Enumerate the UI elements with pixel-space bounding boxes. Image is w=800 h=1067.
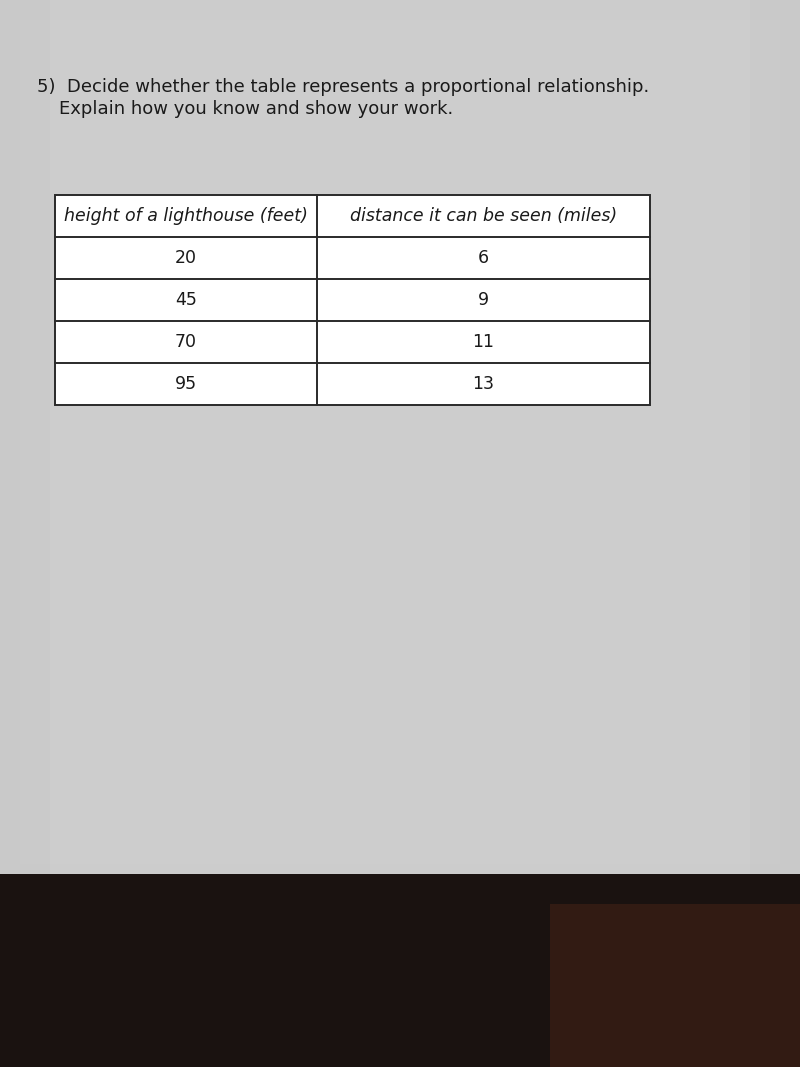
Text: 45: 45: [175, 291, 197, 309]
Text: 13: 13: [472, 375, 494, 393]
Bar: [20, 20, 780, 864]
Text: distance it can be seen (miles): distance it can be seen (miles): [350, 207, 617, 225]
Text: 95: 95: [175, 375, 197, 393]
Text: 9: 9: [478, 291, 489, 309]
Bar: [55, 195, 650, 405]
Bar: [50, 0, 750, 874]
Text: 11: 11: [472, 333, 494, 351]
Text: 6: 6: [478, 249, 489, 267]
Bar: [0, 0, 800, 874]
Text: 5)  Decide whether the table represents a proportional relationship.: 5) Decide whether the table represents a…: [37, 78, 650, 96]
Text: 70: 70: [175, 333, 197, 351]
Text: Explain how you know and show your work.: Explain how you know and show your work.: [59, 100, 454, 118]
Text: 20: 20: [175, 249, 197, 267]
Bar: [0, 874, 800, 1067]
Text: height of a lighthouse (feet): height of a lighthouse (feet): [64, 207, 308, 225]
Bar: [550, 904, 800, 1067]
